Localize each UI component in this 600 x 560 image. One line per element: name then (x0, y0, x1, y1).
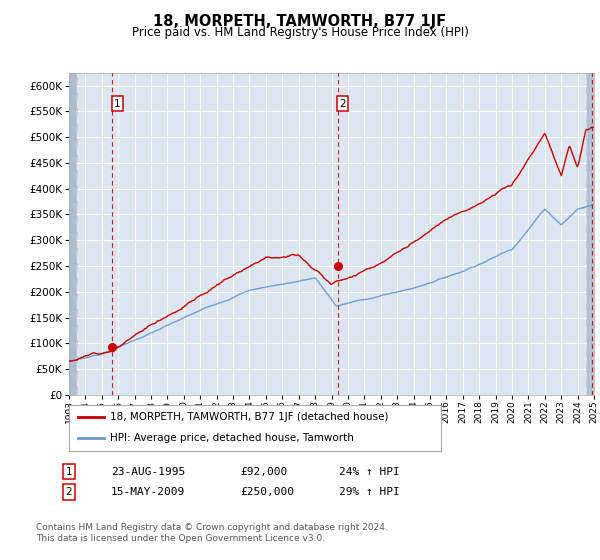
Text: 2: 2 (340, 99, 346, 109)
Text: 23-AUG-1995: 23-AUG-1995 (111, 466, 185, 477)
Text: £250,000: £250,000 (240, 487, 294, 497)
Text: 24% ↑ HPI: 24% ↑ HPI (339, 466, 400, 477)
Text: £92,000: £92,000 (240, 466, 287, 477)
Text: HPI: Average price, detached house, Tamworth: HPI: Average price, detached house, Tamw… (110, 433, 354, 444)
Text: 15-MAY-2009: 15-MAY-2009 (111, 487, 185, 497)
Text: 29% ↑ HPI: 29% ↑ HPI (339, 487, 400, 497)
Text: Price paid vs. HM Land Registry's House Price Index (HPI): Price paid vs. HM Land Registry's House … (131, 26, 469, 39)
Text: 1: 1 (114, 99, 121, 109)
Text: Contains HM Land Registry data © Crown copyright and database right 2024.
This d: Contains HM Land Registry data © Crown c… (36, 524, 388, 543)
Text: 18, MORPETH, TAMWORTH, B77 1JF (detached house): 18, MORPETH, TAMWORTH, B77 1JF (detached… (110, 412, 388, 422)
Text: 1: 1 (65, 466, 73, 477)
Text: 18, MORPETH, TAMWORTH, B77 1JF: 18, MORPETH, TAMWORTH, B77 1JF (154, 14, 446, 29)
Text: 2: 2 (65, 487, 73, 497)
